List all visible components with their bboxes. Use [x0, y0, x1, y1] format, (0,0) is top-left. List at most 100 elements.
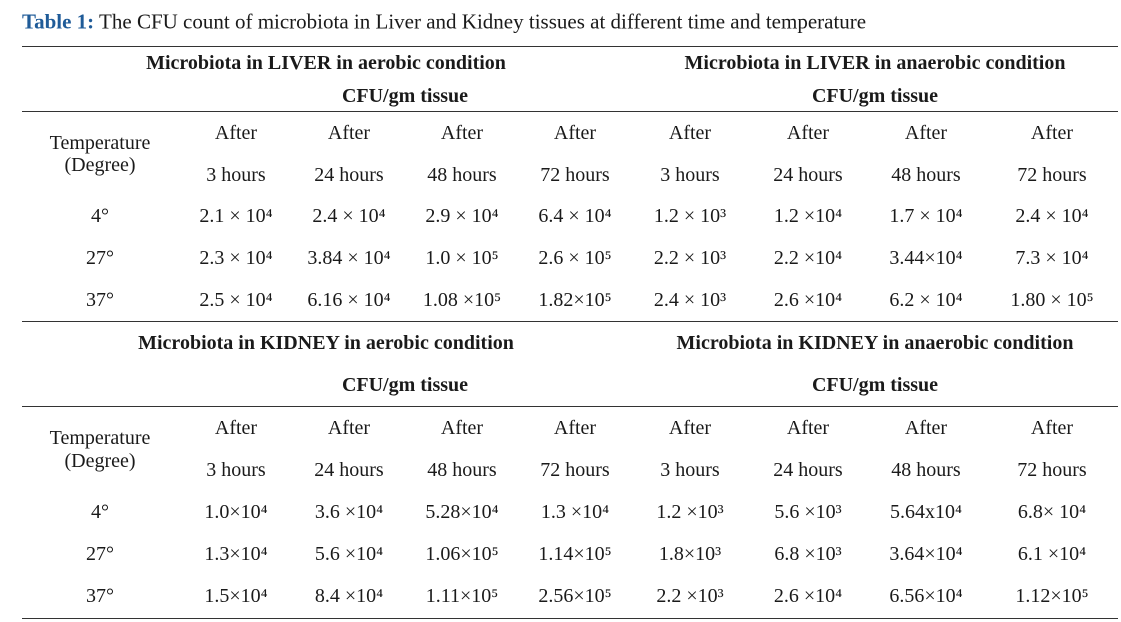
- column-header-hours: 48 hours: [427, 164, 497, 186]
- column-header-hours: 3 hours: [660, 459, 720, 481]
- column-header-after: After: [668, 417, 712, 439]
- unit-label: CFU/gm tissue: [341, 374, 469, 396]
- cfu-cell: 6.8× 10⁴: [1017, 501, 1087, 523]
- group-title: Microbiota in KIDNEY in aerobic conditio…: [138, 332, 514, 354]
- cfu-cell: 3.44×10⁴: [889, 247, 963, 269]
- cfu-cell: 1.0 × 10⁵: [425, 247, 499, 269]
- cfu-cell: 1.14×10⁵: [538, 543, 612, 565]
- column-header-hours: 24 hours: [314, 164, 384, 186]
- cfu-cell: 1.7 × 10⁴: [889, 205, 963, 227]
- group-title: Microbiota in LIVER in aerobic condition: [146, 52, 506, 74]
- group-title: Microbiota in KIDNEY in anaerobic condit…: [676, 332, 1074, 354]
- cfu-cell: 1.0×10⁴: [204, 501, 268, 523]
- cfu-cell: 3.6 ×10⁴: [314, 501, 384, 523]
- column-header-hours: 72 hours: [1017, 459, 1087, 481]
- column-header-after: After: [904, 122, 948, 144]
- cfu-cell: 1.3 ×10⁴: [540, 501, 610, 523]
- column-header-after: After: [327, 122, 371, 144]
- cfu-cell: 7.3 × 10⁴: [1015, 247, 1089, 269]
- section-rule: [22, 321, 1118, 322]
- column-header-after: After: [553, 417, 597, 439]
- column-header-after: After: [553, 122, 597, 144]
- cfu-cell: 5.6 ×10³: [774, 501, 842, 523]
- cfu-cell: 1.3×10⁴: [204, 543, 268, 565]
- column-header-after: After: [786, 417, 830, 439]
- cfu-cell: 8.4 ×10⁴: [314, 585, 384, 607]
- cfu-cell: 2.1 × 10⁴: [199, 205, 273, 227]
- cfu-cell: 5.6 ×10⁴: [314, 543, 384, 565]
- column-header-hours: 24 hours: [773, 459, 843, 481]
- column-header-after: After: [327, 417, 371, 439]
- cfu-cell: 3.84 × 10⁴: [307, 247, 391, 269]
- row-header-label: Temperature: [49, 132, 151, 154]
- cfu-cell: 1.11×10⁵: [425, 585, 499, 607]
- header-rule: [22, 406, 1118, 407]
- group-title: Microbiota in LIVER in anaerobic conditi…: [684, 52, 1066, 74]
- cfu-cell: 1.08 ×10⁵: [422, 289, 502, 311]
- cfu-cell: 2.6 × 10⁵: [538, 247, 612, 269]
- column-header-after: After: [1030, 417, 1074, 439]
- column-header-hours: 72 hours: [1017, 164, 1087, 186]
- cfu-cell: 1.2 × 10³: [653, 205, 727, 227]
- cfu-cell: 6.16 × 10⁴: [307, 289, 391, 311]
- cfu-cell: 1.80 × 10⁵: [1010, 289, 1094, 311]
- row-header-label: Temperature: [49, 427, 151, 449]
- cfu-cell: 1.2 ×10³: [656, 501, 724, 523]
- cfu-cell: 1.12×10⁵: [1015, 585, 1089, 607]
- caption-text: The CFU count of microbiota in Liver and…: [99, 9, 867, 34]
- cfu-cell: 2.4 × 10⁴: [1015, 205, 1089, 227]
- cfu-cell: 3.64×10⁴: [889, 543, 963, 565]
- cfu-cell: 2.6 ×10⁴: [773, 289, 843, 311]
- cfu-cell: 6.56×10⁴: [889, 585, 963, 607]
- cfu-cell: 2.2 ×10⁴: [773, 247, 843, 269]
- cfu-cell: 1.2 ×10⁴: [773, 205, 843, 227]
- cfu-cell: 1.8×10³: [658, 543, 722, 565]
- column-header-after: After: [904, 417, 948, 439]
- column-header-hours: 72 hours: [540, 164, 610, 186]
- column-header-after: After: [668, 122, 712, 144]
- cfu-cell: 2.4 × 10⁴: [312, 205, 386, 227]
- cfu-cell: 2.56×10⁵: [538, 585, 612, 607]
- column-header-hours: 24 hours: [773, 164, 843, 186]
- column-header-after: After: [440, 417, 484, 439]
- section-rule: [22, 618, 1118, 619]
- cfu-cell: 2.2 × 10³: [653, 247, 727, 269]
- column-header-after: After: [440, 122, 484, 144]
- row-header-label: (Degree): [64, 450, 136, 472]
- temperature-cell: 37°: [86, 585, 114, 607]
- column-header-hours: 48 hours: [891, 459, 961, 481]
- cfu-cell: 2.4 × 10³: [653, 289, 727, 311]
- table-caption: Table 1: The CFU count of microbiota in …: [22, 9, 867, 34]
- temperature-cell: 4°: [91, 205, 109, 227]
- cfu-cell: 5.64x10⁴: [890, 501, 962, 523]
- cfu-cell: 1.06×10⁵: [425, 543, 499, 565]
- cfu-cell: 6.1 ×10⁴: [1017, 543, 1087, 565]
- temperature-cell: 27°: [86, 543, 114, 565]
- column-header-hours: 48 hours: [427, 459, 497, 481]
- header-rule: [22, 111, 1118, 112]
- column-header-hours: 72 hours: [540, 459, 610, 481]
- temperature-cell: 37°: [86, 289, 114, 311]
- cfu-cell: 6.4 × 10⁴: [538, 205, 612, 227]
- column-header-hours: 24 hours: [314, 459, 384, 481]
- column-header-after: After: [214, 122, 258, 144]
- unit-label: CFU/gm tissue: [811, 85, 939, 107]
- column-header-after: After: [786, 122, 830, 144]
- cfu-cell: 2.5 × 10⁴: [199, 289, 273, 311]
- cfu-cell: 1.5×10⁴: [204, 585, 268, 607]
- cfu-cell: 2.2 ×10³: [656, 585, 724, 607]
- temperature-cell: 4°: [91, 501, 109, 523]
- column-header-hours: 3 hours: [660, 164, 720, 186]
- cfu-cell: 1.82×10⁵: [538, 289, 612, 311]
- cfu-cell: 5.28×10⁴: [425, 501, 499, 523]
- column-header-after: After: [214, 417, 258, 439]
- top-rule: [22, 46, 1118, 47]
- cfu-cell: 6.2 × 10⁴: [889, 289, 963, 311]
- column-header-hours: 3 hours: [206, 459, 266, 481]
- temperature-cell: 27°: [86, 247, 114, 269]
- row-header-label: (Degree): [64, 154, 136, 176]
- cfu-cell: 2.6 ×10⁴: [773, 585, 843, 607]
- cfu-cell: 2.3 × 10⁴: [199, 247, 273, 269]
